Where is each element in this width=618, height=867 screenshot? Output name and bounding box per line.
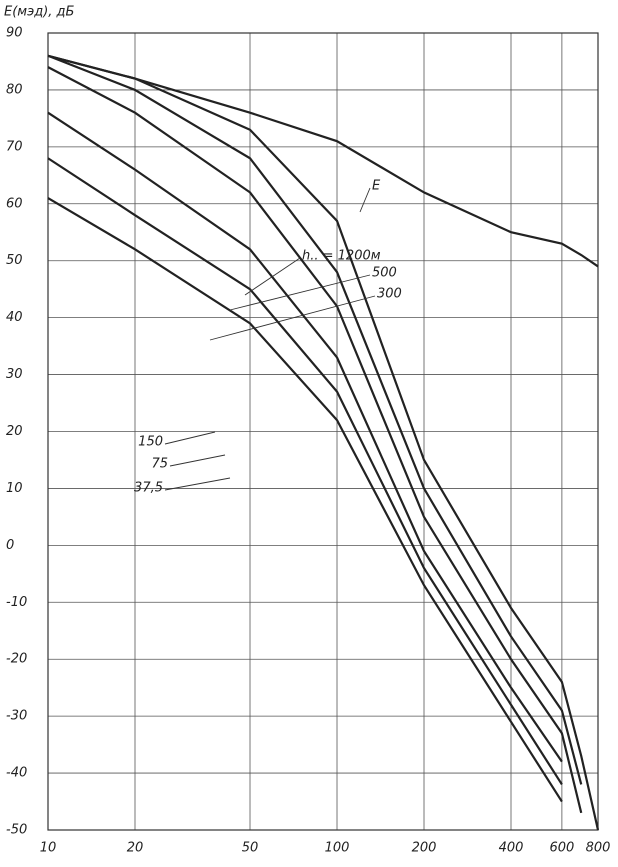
y-tick-label: -30 bbox=[6, 709, 27, 724]
leader-line bbox=[169, 454, 226, 467]
x-tick-label: 50 bbox=[242, 841, 259, 856]
y-tick-label: 70 bbox=[6, 139, 23, 154]
x-tick-label: 800 bbox=[586, 841, 611, 856]
y-tick-label: -40 bbox=[6, 766, 27, 781]
leader-line bbox=[244, 257, 301, 296]
series-label: E bbox=[372, 179, 381, 194]
x-tick-label: 20 bbox=[127, 841, 144, 856]
y-tick-label: 20 bbox=[6, 424, 23, 439]
y-tick-label: 80 bbox=[6, 82, 23, 97]
y-tick-label: -20 bbox=[6, 652, 27, 667]
leader-line bbox=[164, 477, 231, 491]
series-label: 150 bbox=[138, 435, 163, 450]
leader-line bbox=[229, 274, 371, 311]
y-tick-label: 30 bbox=[6, 367, 23, 382]
x-tick-label: 200 bbox=[412, 841, 437, 856]
y-tick-label: 60 bbox=[6, 196, 23, 211]
x-tick-label: 400 bbox=[499, 841, 524, 856]
y-tick-label: 10 bbox=[6, 481, 23, 496]
leader-line bbox=[164, 431, 216, 445]
y-tick-label: 0 bbox=[6, 538, 14, 553]
y-axis-label: E(мэд), дБ bbox=[4, 5, 75, 20]
line-series bbox=[47, 197, 563, 803]
series-label: 300 bbox=[377, 287, 402, 302]
series-label: 500 bbox=[372, 266, 397, 281]
x-tick-label: 10 bbox=[40, 841, 57, 856]
line-series bbox=[47, 54, 583, 785]
x-tick-label: 100 bbox=[325, 841, 350, 856]
y-tick-label: 50 bbox=[6, 253, 23, 268]
leader-line bbox=[359, 187, 371, 213]
leader-line bbox=[209, 295, 376, 341]
line-series bbox=[47, 111, 563, 763]
series-label: 37,5 bbox=[134, 481, 163, 496]
y-tick-label: 40 bbox=[6, 310, 23, 325]
line-series bbox=[47, 54, 599, 268]
y-tick-label: -50 bbox=[6, 823, 27, 838]
plot-frame bbox=[47, 32, 599, 831]
y-tick-label: -10 bbox=[6, 595, 27, 610]
line-series bbox=[47, 66, 583, 814]
series-label: 75 bbox=[151, 457, 168, 472]
y-tick-label: 90 bbox=[6, 26, 23, 41]
series-label: h.. = 1200м bbox=[302, 249, 381, 264]
line-series bbox=[47, 54, 600, 831]
x-tick-label: 600 bbox=[549, 841, 574, 856]
line-series bbox=[47, 157, 563, 786]
